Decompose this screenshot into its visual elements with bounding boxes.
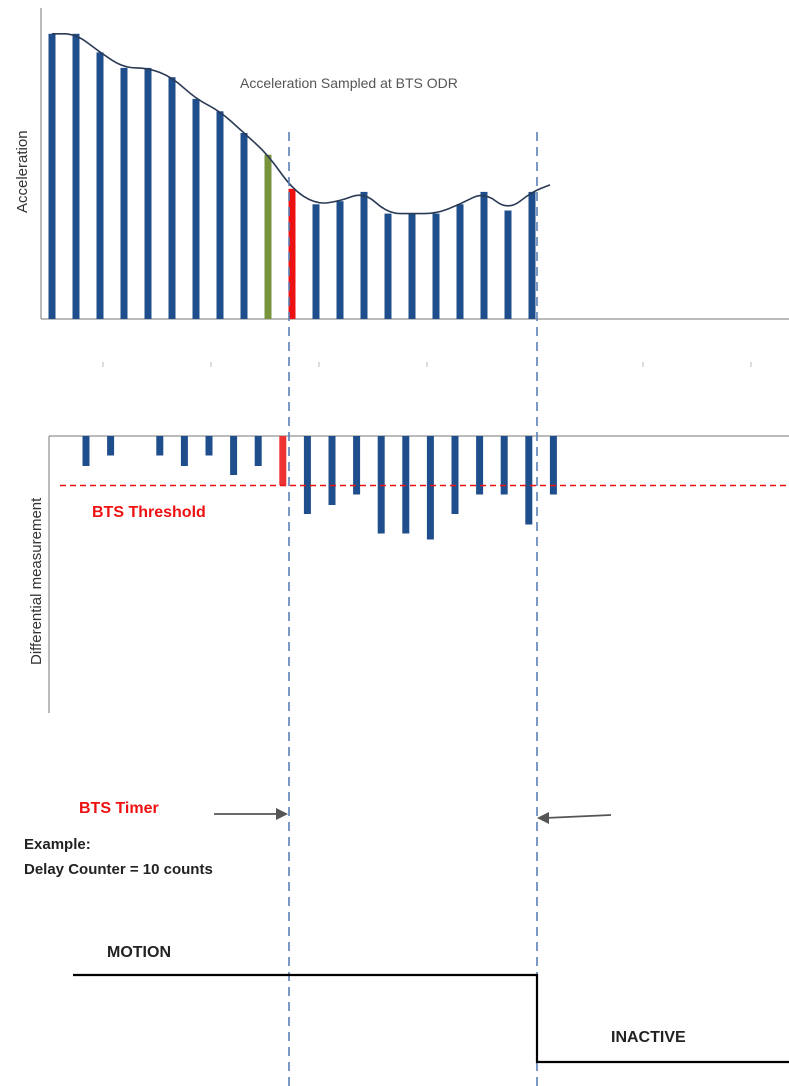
acceleration-bar: [120, 67, 128, 320]
acceleration-bar: [192, 98, 200, 320]
acceleration-bar: [384, 213, 392, 319]
state-waveform: [73, 973, 789, 1064]
top-bars: [48, 33, 536, 320]
timer-arrow-left-head: [276, 808, 288, 820]
timer-arrow-right-head: [537, 812, 549, 824]
acceleration-bar: [72, 33, 80, 320]
acceleration-bar: [408, 213, 416, 319]
acceleration-bar: [432, 213, 440, 319]
acceleration-bar: [264, 154, 272, 319]
acceleration-bar: [240, 133, 248, 319]
differential-bar: [82, 436, 90, 466]
differential-bar: [426, 436, 434, 540]
differential-bar: [254, 436, 262, 466]
differential-bar: [205, 436, 213, 456]
differential-bar: [549, 436, 557, 495]
acceleration-bar: [144, 67, 152, 320]
differential-bar: [476, 436, 484, 495]
differential-bar: [500, 436, 508, 495]
acceleration-bar: [504, 210, 512, 319]
example-label: Example:: [24, 836, 91, 853]
differential-bar: [303, 436, 311, 514]
acceleration-bar: [216, 111, 224, 319]
top-y-label: Acceleration: [14, 130, 31, 213]
differential-bar: [328, 436, 336, 505]
motion-label: MOTION: [107, 944, 171, 961]
acceleration-bar: [480, 191, 488, 319]
differential-bar: [180, 436, 188, 466]
acceleration-bar: [360, 191, 368, 319]
acceleration-bar: [528, 191, 536, 319]
acceleration-curve: [52, 33, 551, 215]
acceleration-bar: [48, 33, 56, 320]
timer-arrow-right: [544, 814, 612, 819]
bottom-y-label: Differential measurement: [28, 497, 45, 665]
bts-threshold-label: BTS Threshold: [92, 504, 206, 521]
inactive-label: INACTIVE: [611, 1029, 686, 1046]
differential-bar: [525, 436, 533, 525]
acceleration-bar: [288, 188, 296, 319]
differential-bar: [353, 436, 361, 495]
tick-marks: [102, 362, 752, 367]
bts-timer-label: BTS Timer: [79, 800, 159, 817]
delay-counter-text: Delay Counter = 10 counts: [24, 861, 213, 878]
top-chart-title: Acceleration Sampled at BTS ODR: [240, 75, 458, 91]
differential-bar: [279, 436, 287, 486]
differential-bar: [451, 436, 459, 514]
acceleration-bar: [96, 52, 104, 320]
acceleration-bar: [168, 77, 176, 319]
acceleration-bar: [336, 201, 344, 319]
differential-bar: [156, 436, 164, 456]
acceleration-bar: [312, 204, 320, 319]
differential-bar: [230, 436, 238, 475]
differential-bar: [107, 436, 115, 456]
bottom-bars: [82, 436, 557, 540]
acceleration-bar: [456, 204, 464, 319]
